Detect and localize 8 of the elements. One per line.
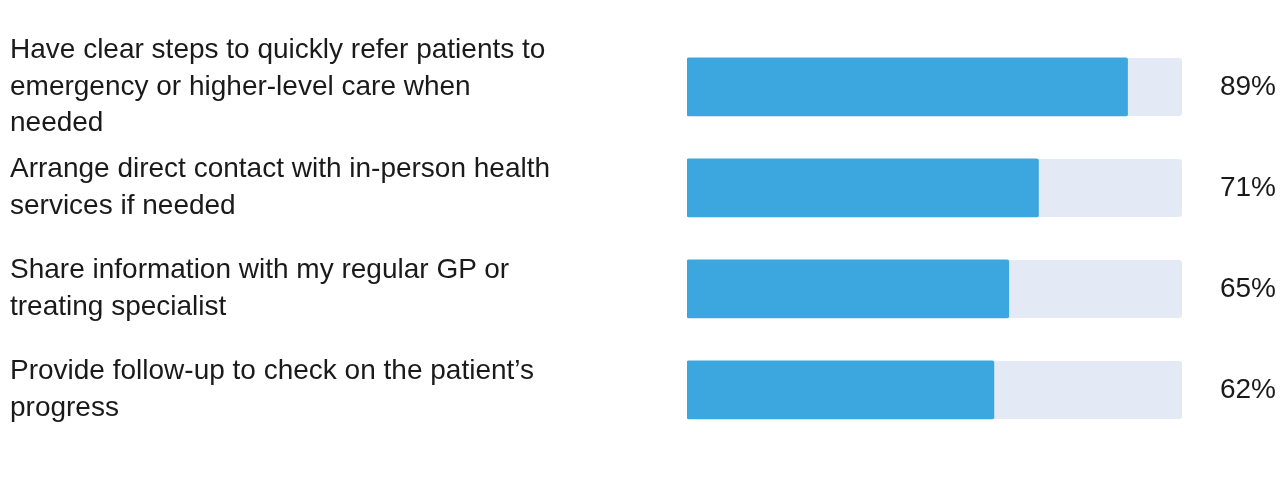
data-label: 71% [1219,170,1276,202]
y-tick-label: Arrange direct contact with in-person health services if needed [10,152,551,220]
data-label: 62% [1219,372,1276,404]
y-tick-label: Have clear steps to quickly refer patients to emergency or higher-level care when needed [10,33,546,138]
data-label: 89% [1219,69,1276,101]
y-tick-label: Provide follow-up to check on the patient’s progress [10,354,535,422]
y-tick-label: Share information with my regular GP or treating specialist [10,253,510,321]
data-label: 65% [1219,271,1276,303]
